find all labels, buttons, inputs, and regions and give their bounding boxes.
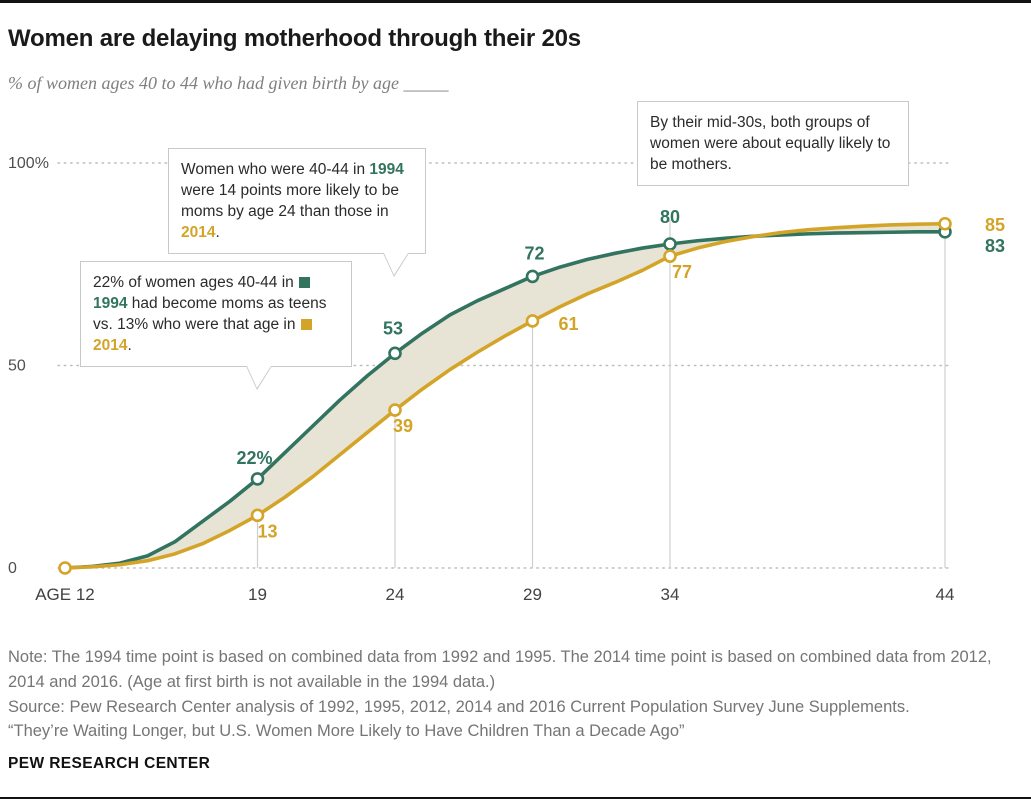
x-axis-label: AGE 12 (35, 585, 95, 604)
line-chart: 0 50 100% 22% 53 72 80 83 13 39 61 77 85 AGE 12 19 24 29… (0, 93, 1031, 618)
data-label: 83 (985, 236, 1005, 256)
callout-teen-moms: 22% of women ages 40-44 in 1994 had beco… (80, 261, 352, 391)
x-axis-label: 34 (661, 585, 680, 604)
data-point-marker (250, 472, 265, 486)
data-point-marker (663, 249, 677, 263)
source-line: Source: Pew Research Center analysis of … (8, 697, 910, 716)
data-label: 13 (257, 521, 277, 541)
legend-swatch (299, 277, 311, 288)
series-line-1994 (63, 230, 947, 570)
data-point-marker (525, 269, 540, 284)
callout-age24-gap: Women who were 40-44 in 1994 were 14 poi… (168, 148, 426, 278)
callout-mid-30s: By their mid-30s, both groups of women w… (637, 101, 909, 187)
origin-marker (58, 561, 72, 575)
x-axis-label: 24 (386, 585, 405, 604)
data-point-marker (250, 508, 265, 523)
y-axis-label: 50 (8, 358, 26, 375)
data-label: 53 (383, 318, 403, 338)
quote-line: “They’re Waiting Longer, but U.S. Women … (8, 722, 685, 741)
area-between-series (65, 223, 945, 568)
data-point-marker (525, 314, 540, 328)
data-label: 77 (672, 262, 692, 282)
data-label: 72 (524, 243, 544, 263)
x-axis-label: 44 (936, 585, 955, 604)
chart-notes: Note: The 1994 time point is based on co… (8, 645, 1022, 744)
data-point-marker (938, 216, 952, 231)
legend-swatch (300, 319, 312, 331)
data-label: 39 (393, 416, 413, 436)
series-line-2014 (63, 221, 947, 570)
pew-research-center-wordmark: PEW RESEARCH CENTER (8, 755, 211, 772)
page-subtitle: % of women ages 40 to 44 who had given b… (8, 73, 449, 93)
x-axis-label: 19 (248, 585, 267, 604)
y-axis-label: 100% (8, 155, 49, 172)
y-axis-label: 0 (8, 560, 17, 577)
data-label: 80 (660, 207, 680, 227)
data-label: 85 (985, 215, 1005, 235)
data-point-marker (388, 403, 402, 417)
chart-svg: 0 50 100% 22% 53 72 80 83 13 39 61 77 85 AGE 12 19 24 29… (8, 155, 1005, 604)
data-label: 22% (236, 448, 272, 468)
page-title: Women are delaying motherhood through th… (8, 25, 581, 52)
data-point-marker (388, 346, 402, 361)
data-label: 61 (558, 314, 578, 334)
note-line: Note: The 1994 time point is based on co… (8, 648, 992, 691)
data-point-marker (663, 237, 677, 251)
x-axis-label: 29 (523, 585, 542, 604)
